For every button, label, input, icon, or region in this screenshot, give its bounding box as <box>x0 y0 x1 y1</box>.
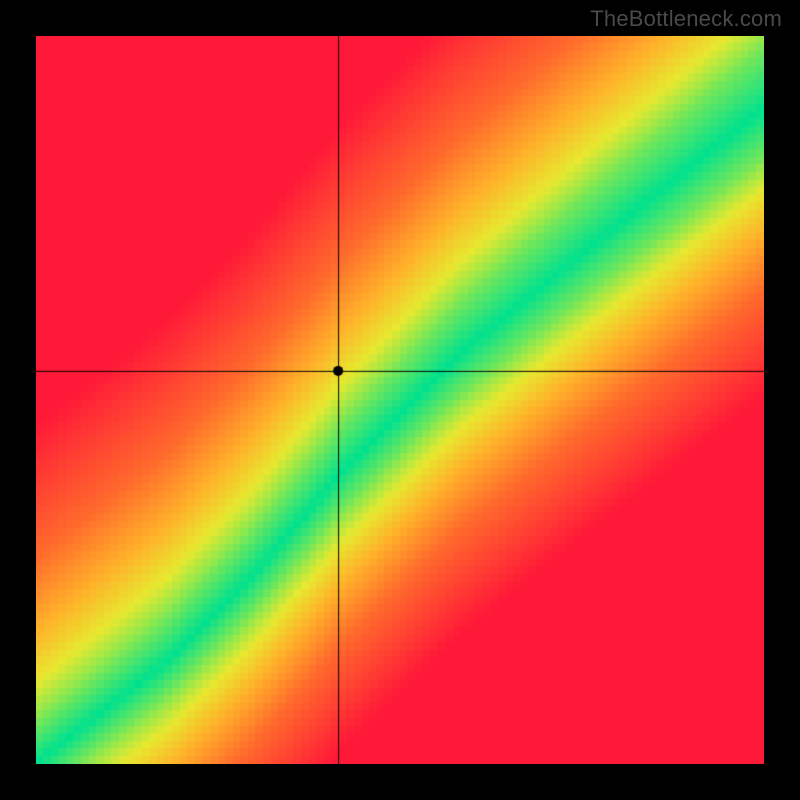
chart-stage: TheBottleneck.com <box>0 0 800 800</box>
heatmap-plot <box>36 36 764 764</box>
watermark-text: TheBottleneck.com <box>590 6 782 32</box>
heatmap-canvas <box>36 36 764 764</box>
